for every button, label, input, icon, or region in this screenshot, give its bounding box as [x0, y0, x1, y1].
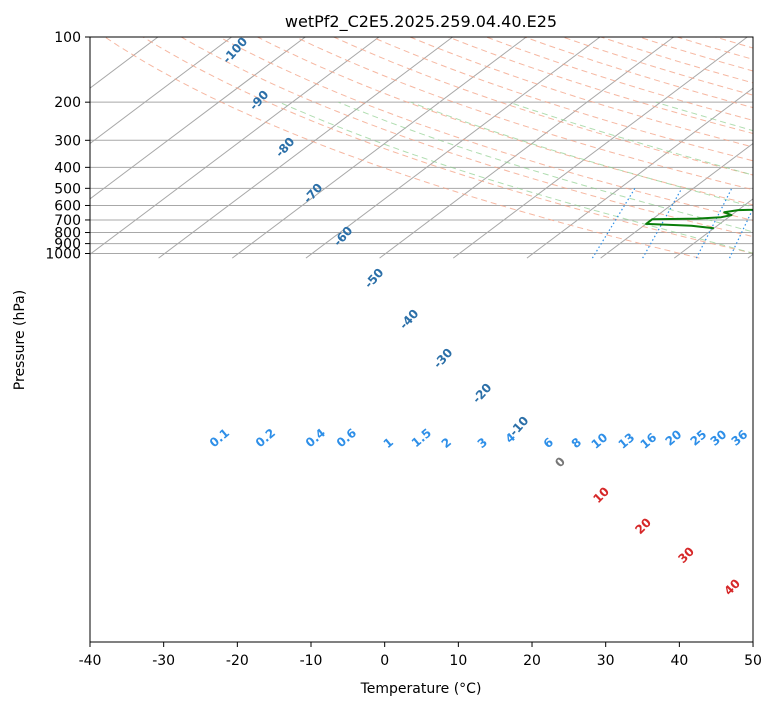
dry-adiabat-line [142, 37, 753, 254]
isotherm-line [452, 37, 748, 259]
y-tick-label: 200 [54, 95, 81, 111]
isotherm-label: -40 [397, 307, 422, 332]
x-tick-label: -20 [226, 653, 249, 669]
isotherm-line [305, 37, 601, 259]
dry-adiabat-line [257, 37, 753, 206]
y-axis-label: Pressure (hPa) [12, 290, 28, 390]
x-tick-label: 10 [449, 653, 467, 669]
y-tick-label: 1000 [45, 247, 81, 263]
isotherm-line [158, 37, 453, 259]
profile-lines [645, 208, 753, 230]
isotherm-line [90, 37, 380, 255]
dry-adiabat-label: 20 [632, 515, 654, 537]
dry-adiabat-label: 30 [675, 544, 697, 566]
mixing-ratio-label: 0.2 [253, 426, 278, 450]
y-tick-label: 500 [54, 181, 81, 197]
dry-adiabat-label: 10 [590, 484, 612, 506]
isotherm-line [673, 198, 753, 259]
dewpoint-profile-line [645, 208, 753, 230]
mixing-ratio-line [695, 188, 733, 259]
mixing-ratio-label: 1 [381, 435, 396, 451]
isotherm-line [747, 253, 753, 259]
mixing-ratio-label: 3 [475, 435, 490, 451]
isotherm-line [526, 87, 753, 259]
mixing-ratio-line [591, 188, 636, 259]
isotherm-label: -50 [362, 266, 387, 291]
moist-adiabat-line [279, 101, 753, 254]
x-tick-label: 50 [744, 653, 762, 669]
moist-adiabat-label: 0 [552, 454, 568, 470]
dry-adiabat-line [486, 37, 753, 121]
dry-adiabat-line [180, 37, 753, 238]
isotherm-label: -30 [431, 346, 456, 371]
x-tick-label: -10 [300, 653, 323, 669]
x-tick-label: 40 [670, 653, 688, 669]
isotherm-line [379, 37, 674, 259]
background-lines [0, 37, 775, 259]
isotherm-line [0, 37, 11, 258]
mixing-ratio-label: 16 [638, 430, 660, 451]
isotherm-line [90, 37, 306, 200]
mixing-ratio-label: 20 [663, 427, 685, 448]
mixing-ratio-label: 10 [589, 430, 611, 451]
dry-adiabat-line [371, 37, 753, 162]
y-tick-label: 400 [54, 160, 81, 176]
chart-title: wetPf2_C2E5.2025.259.04.40.E25 [285, 12, 557, 32]
y-tick-label: 800 [54, 226, 81, 242]
x-tick-label: 30 [597, 653, 615, 669]
moist-adiabat-line [338, 101, 753, 233]
mixing-ratio-label: 1.5 [409, 426, 434, 450]
dry-adiabat-line [754, 37, 775, 258]
x-tick-label: 20 [523, 653, 541, 669]
mixing-ratio-label: 0.4 [303, 426, 328, 450]
isotherm-line [90, 37, 232, 145]
isotherm-label: -70 [301, 181, 326, 206]
y-tick-label: 900 [54, 237, 81, 253]
y-tick-label: 300 [54, 133, 81, 149]
x-axis: -40 -30 -20 -10 0 10 20 30 40 50 [79, 642, 762, 669]
x-tick-label: 0 [380, 653, 389, 669]
y-tick-label: 700 [54, 213, 81, 229]
mixing-ratio-label: 0.6 [334, 426, 359, 450]
moist-adiabat-line [410, 101, 753, 208]
isotherm-label: -20 [470, 381, 495, 406]
mixing-ratio-label: 25 [688, 427, 710, 448]
isotherm-line [231, 37, 527, 259]
dry-adiabat-line [219, 37, 753, 221]
x-tick-label: -30 [152, 653, 175, 669]
x-tick-label: -40 [79, 653, 102, 669]
mixing-ratio-label: 36 [729, 427, 751, 448]
y-tick-label: 100 [54, 30, 81, 46]
isotherm-label: -90 [247, 88, 272, 113]
x-axis-label: Temperature (°C) [360, 681, 482, 697]
mixing-ratio-line [729, 207, 753, 259]
dry-adiabat-line [104, 37, 700, 259]
y-tick-label: 600 [54, 198, 81, 214]
mixing-ratio-label: 8 [569, 435, 584, 451]
isotherm-label: -60 [331, 224, 356, 249]
moist-adiabat-line [655, 101, 753, 132]
mixing-ratio-label: 2 [439, 435, 454, 451]
mixing-ratio-label: 0.1 [207, 426, 232, 450]
mixing-ratio-label: 6 [541, 435, 556, 451]
mixing-ratio-label: 30 [708, 427, 730, 448]
dry-adiabat-line [409, 37, 753, 148]
mixing-ratio-line [642, 188, 683, 259]
dry-adiabat-label: 40 [721, 576, 743, 598]
moist-adiabat-line [508, 101, 753, 176]
plot-frame [89, 36, 754, 643]
isotherm-line [90, 37, 159, 89]
dry-adiabat-line [295, 37, 753, 191]
mixing-ratio-label: 13 [616, 430, 638, 451]
